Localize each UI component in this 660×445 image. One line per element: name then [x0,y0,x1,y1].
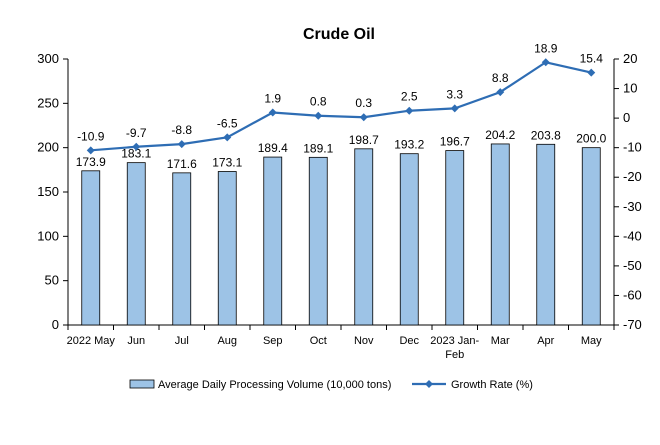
right-tick-label: -10 [623,140,642,155]
growth-rate-point [268,108,277,117]
bar [445,150,465,326]
bar [490,143,510,326]
growth-rate-point [223,133,232,142]
growth-rate-point [132,142,141,151]
right-tick-label: -30 [623,199,642,214]
legend-line-label: Growth Rate (%) [451,379,533,391]
right-tick-label: 10 [623,81,637,96]
right-tick-label: 0 [623,110,630,125]
left-tick-label: 200 [37,140,59,155]
growth-rate-point [177,140,186,149]
legend-bar-label: Average Daily Processing Volume (10,000 … [158,379,391,391]
bar-value-label: 173.1 [212,156,242,170]
chart-title: Crude Oil [303,26,375,43]
bar-value-label: 203.8 [531,128,561,142]
growth-rate-label: -8.8 [171,123,192,137]
growth-rate-point [405,106,414,115]
bar [354,148,374,326]
growth-rate-label: -9.7 [126,126,147,140]
x-tick-label: May [581,335,602,347]
x-tick-label: Apr [537,335,554,347]
bar [263,156,283,326]
legend-line-marker [425,380,433,388]
bar-value-label: 189.4 [258,141,288,155]
growth-rate-label: -6.5 [217,116,238,130]
legend: Average Daily Processing Volume (10,000 … [129,379,533,391]
bar [399,153,419,326]
x-tick-label: Sep [263,335,283,347]
bar-value-label: 204.2 [485,128,515,142]
right-tick-label: -60 [623,287,642,302]
x-tick-label: Mar [491,335,510,347]
growth-rate-label: 0.8 [310,95,327,109]
right-tick-label: -70 [623,317,642,332]
bar [217,171,237,326]
x-tick-label: 2023 Jan- [430,335,479,347]
growth-rate-point [587,68,596,77]
left-tick-label: 0 [52,317,59,332]
growth-rate-label: 15.4 [580,52,604,66]
bar [308,156,328,326]
growth-rate-point [450,104,459,113]
x-tick-label: Jul [175,335,189,347]
left-tick-label: 250 [37,95,59,110]
left-tick-label: 50 [45,273,59,288]
bar-value-label: 196.7 [440,135,470,149]
left-tick-label: 300 [37,51,59,66]
x-tick-label: Aug [217,335,237,347]
growth-rate-label: 2.5 [401,90,418,104]
right-tick-label: -50 [623,258,642,273]
bar [81,170,101,326]
growth-rate-label: -10.9 [77,129,105,143]
x-tick-label: Nov [354,335,374,347]
growth-rate-point [541,58,550,67]
right-tick-label: -40 [623,228,642,243]
x-tick-label: Jun [127,335,145,347]
bar [581,147,601,326]
growth-rate-label: 1.9 [264,91,281,105]
right-tick-label: 20 [623,51,637,66]
bar-value-label: 171.6 [167,157,197,171]
growth-rate-line [90,61,592,152]
growth-rate-label: 18.9 [534,41,558,55]
bar [536,143,556,326]
bar [126,162,146,326]
bar-value-label: 193.2 [394,138,424,152]
growth-rate-point [359,113,368,122]
growth-rate-point [86,146,95,155]
x-tick-label: Oct [310,335,327,347]
bar [172,172,192,326]
left-tick-label: 150 [37,184,59,199]
growth-rate-label: 0.3 [355,96,372,110]
x-tick-label: 2022 May [67,335,116,347]
bar-value-label: 183.1 [121,147,151,161]
growth-rate-label: 8.8 [492,71,509,85]
right-tick-label: -20 [623,169,642,184]
growth-rate-label: 3.3 [446,87,463,101]
x-tick-label: Dec [399,335,419,347]
growth-rate-point [496,88,505,97]
left-tick-label: 100 [37,228,59,243]
legend-bar-swatch [129,379,155,389]
bar-value-label: 198.7 [349,133,379,147]
bar-value-label: 189.1 [303,141,333,155]
bar-value-label: 173.9 [76,155,106,169]
growth-rate-point [314,111,323,120]
x-tick-label: Feb [445,349,464,361]
bar-value-label: 200.0 [576,132,606,146]
